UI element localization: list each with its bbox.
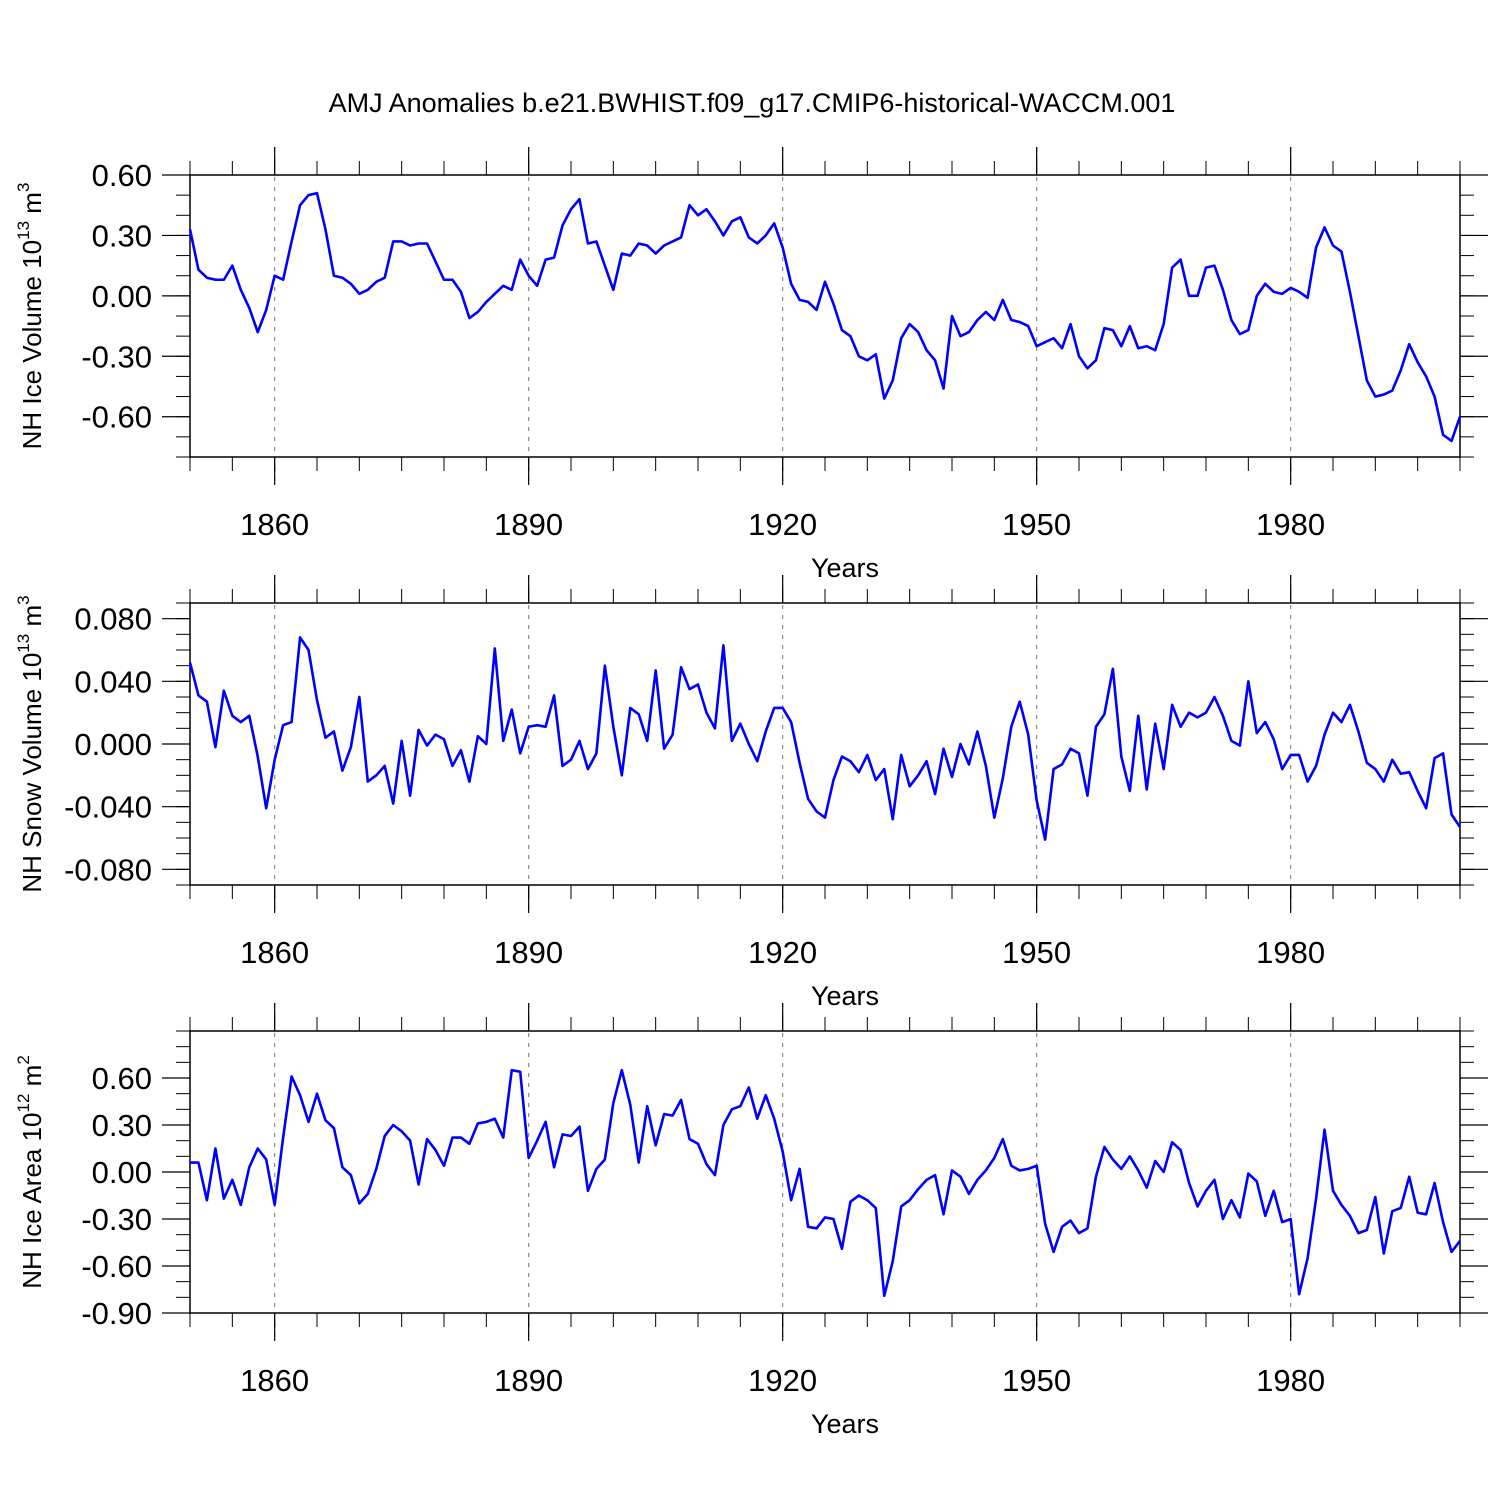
y-axis-label: NH Ice Area 1012 m2 [14, 1055, 47, 1289]
series-line [190, 1068, 1462, 1298]
y-tick-label: -0.60 [81, 1249, 152, 1284]
x-tick-label: 1980 [1256, 935, 1325, 970]
x-tick-label: 1860 [240, 1363, 309, 1398]
series-line [188, 191, 1462, 443]
plot-frame [189, 1030, 1461, 1314]
plot-frame [189, 174, 1461, 458]
panel-ice-area: 0.60 0.30 0.00 -0.30 -0.60 -0.90 1860 1890 1920 1… [14, 1003, 1488, 1439]
y-tick-label: 0.00 [92, 279, 152, 314]
y-tick-label: -0.040 [64, 790, 152, 825]
x-tick-label: 1920 [748, 1363, 817, 1398]
y-tick-label: 0.30 [92, 1108, 152, 1143]
x-tick-label: 1890 [494, 507, 563, 542]
y-tick-label: 0.00 [92, 1155, 152, 1190]
figure-title: AMJ Anomalies b.e21.BWHIST.f09_g17.CMIP6… [329, 88, 1176, 118]
x-tick-label: 1980 [1256, 1363, 1325, 1398]
x-tick-label: 1950 [1002, 507, 1071, 542]
x-tick-label: 1860 [240, 935, 309, 970]
y-tick-label: -0.30 [81, 339, 152, 374]
x-tick-label: 1890 [494, 1363, 563, 1398]
y-axis-label: NH Ice Volume 1013 m3 [14, 183, 47, 450]
y-tick-label: 0.60 [92, 158, 152, 193]
y-axis-label: NH Snow Volume 1013 m3 [14, 595, 47, 892]
panel-ice-volume: 0.60 0.30 0.00 -0.30 -0.60 1860 1890 1920 1950 19… [14, 147, 1488, 583]
y-tick-label: -0.60 [81, 400, 152, 435]
x-tick-label: 1860 [240, 507, 309, 542]
series-line [188, 636, 1462, 841]
x-tick-label: 1890 [494, 935, 563, 970]
x-tick-label: 1980 [1256, 507, 1325, 542]
x-axis-label: Years [811, 981, 879, 1011]
x-tick-label: 1920 [748, 507, 817, 542]
y-tick-label: 0.30 [92, 218, 152, 253]
x-tick-label: 1920 [748, 935, 817, 970]
y-tick-label: -0.30 [81, 1202, 152, 1237]
y-tick-label: 0.60 [92, 1061, 152, 1096]
y-tick-label: 0.080 [74, 602, 152, 637]
y-tick-label: 0.000 [74, 727, 152, 762]
x-tick-label: 1950 [1002, 935, 1071, 970]
panel-snow-volume: 0.080 0.040 0.000 -0.040 -0.080 1860 1890 1920 1… [14, 575, 1488, 1011]
x-axis-label: Years [811, 1409, 879, 1439]
x-tick-label: 1950 [1002, 1363, 1071, 1398]
y-tick-label: 0.040 [74, 664, 152, 699]
plot-frame [189, 602, 1461, 886]
y-tick-label: -0.080 [64, 852, 152, 887]
x-axis-label: Years [811, 553, 879, 583]
y-tick-label: -0.90 [81, 1296, 152, 1331]
